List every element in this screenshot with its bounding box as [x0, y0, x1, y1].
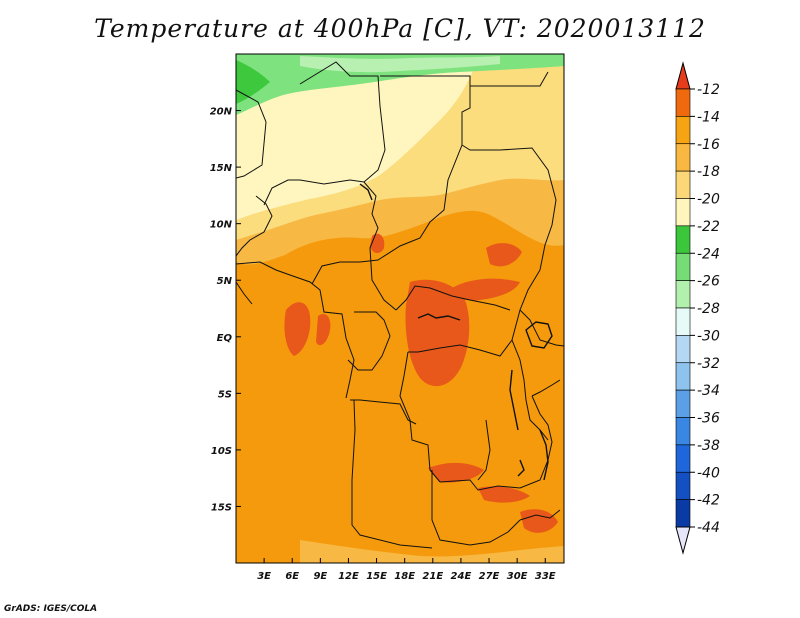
- temperature-field-warmest-4: [284, 302, 311, 356]
- colorbar-box: [675, 335, 691, 364]
- colorbar-label: -20: [697, 192, 720, 208]
- longitude-tick-label: 3E: [257, 571, 271, 582]
- temperature-field-warmest-8: [520, 509, 558, 533]
- latitude-tick-label: 10S: [211, 446, 232, 457]
- latitude-tick-label: 5S: [218, 389, 232, 400]
- longitude-tick-label: 30E: [507, 571, 528, 582]
- colorbar-label: -14: [697, 109, 720, 125]
- colorbar-label: -12: [697, 82, 720, 98]
- colorbar-label: -18: [697, 164, 720, 180]
- colorbar-box: [675, 252, 691, 281]
- temperature-field-warmest-5: [316, 313, 331, 346]
- longitude-ticks: 3E 6E 9E 12E 15E 18E 21E 24E 27E 30E 33E: [257, 558, 556, 582]
- colorbar-label: -34: [697, 383, 720, 399]
- latitude-tick-label: 20N: [210, 107, 233, 118]
- colorbar-label: -16: [697, 137, 720, 153]
- temperature-field-cooler: [236, 54, 480, 220]
- colorbar-bottom-triangle: [675, 526, 691, 555]
- latitude-tick-label: 15N: [210, 163, 233, 174]
- colorbar-box: [675, 170, 691, 199]
- colorbar-label: -28: [697, 301, 720, 317]
- longitude-tick-label: 6E: [285, 571, 299, 582]
- temperature-field-warmest-2: [452, 278, 520, 301]
- colorbar-label: -32: [697, 356, 720, 372]
- colorbar-box: [675, 198, 691, 227]
- colorbar-box: [675, 444, 691, 473]
- colorbar-label: -22: [697, 219, 720, 235]
- lake-outlines: [359, 183, 553, 481]
- credit-text: GrADS: IGES/COLA: [4, 604, 98, 614]
- longitude-tick-label: 27E: [479, 571, 500, 582]
- colorbar-box: [675, 471, 691, 500]
- colorbar-box: [675, 116, 691, 145]
- colorbar-label: -24: [697, 246, 720, 262]
- colorbar-label: -44: [697, 520, 720, 536]
- latitude-tick-label: EQ: [217, 333, 233, 344]
- colorbar-box: [675, 362, 691, 391]
- colorbar-label: -30: [697, 328, 720, 344]
- longitude-tick-label: 9E: [313, 571, 327, 582]
- colorbar-box: [675, 389, 691, 418]
- colorbar-box: [675, 307, 691, 336]
- temperature-field-dark-green: [236, 60, 270, 104]
- longitude-tick-label: 18E: [394, 571, 415, 582]
- temperature-field-warmest-1: [405, 279, 470, 387]
- map-area: [236, 54, 564, 563]
- colorbar-label: -40: [697, 465, 720, 481]
- colorbar-box: [675, 225, 691, 254]
- map-frame: [235, 53, 565, 564]
- latitude-tick-label: 5N: [217, 276, 233, 287]
- colorbar-label: -42: [697, 493, 720, 509]
- longitude-tick-label: 12E: [338, 571, 359, 582]
- colorbar-box: [675, 499, 691, 528]
- longitude-tick-label: 21E: [422, 571, 443, 582]
- longitude-tick-label: 15E: [366, 571, 387, 582]
- colorbar-box: [675, 417, 691, 446]
- colorbar-box: [675, 143, 691, 172]
- colorbar-box: [675, 88, 691, 117]
- temperature-field-green: [236, 54, 564, 115]
- temperature-field-warmest-3: [486, 243, 522, 267]
- colorbar-label: -26: [697, 274, 720, 290]
- latitude-tick-label: 10N: [210, 220, 233, 231]
- colorbar: -12 -14 -16 -18 -20 -22 -24 -26 -28 -30 -32 -34 -36 -…: [675, 61, 720, 555]
- temperature-field-south-mid: [300, 540, 564, 563]
- colorbar-label: -38: [697, 438, 720, 454]
- colorbar-label: -36: [697, 411, 720, 427]
- longitude-tick-label: 33E: [535, 571, 556, 582]
- temperature-field-warmest-7: [478, 486, 530, 503]
- country-borders: [236, 61, 564, 549]
- temperature-field-light-green: [300, 56, 500, 73]
- latitude-ticks: 20N 15N 10N 5N EQ 5S 10S 15S: [210, 107, 241, 513]
- temperature-field-warmest-6: [428, 462, 484, 483]
- longitude-tick-label: 24E: [451, 571, 472, 582]
- colorbar-box: [675, 280, 691, 309]
- colorbar-top-triangle: [675, 61, 691, 90]
- latitude-tick-label: 15S: [211, 502, 232, 513]
- map-title: Temperature at 400hPa [C], VT: 202001311…: [94, 14, 706, 43]
